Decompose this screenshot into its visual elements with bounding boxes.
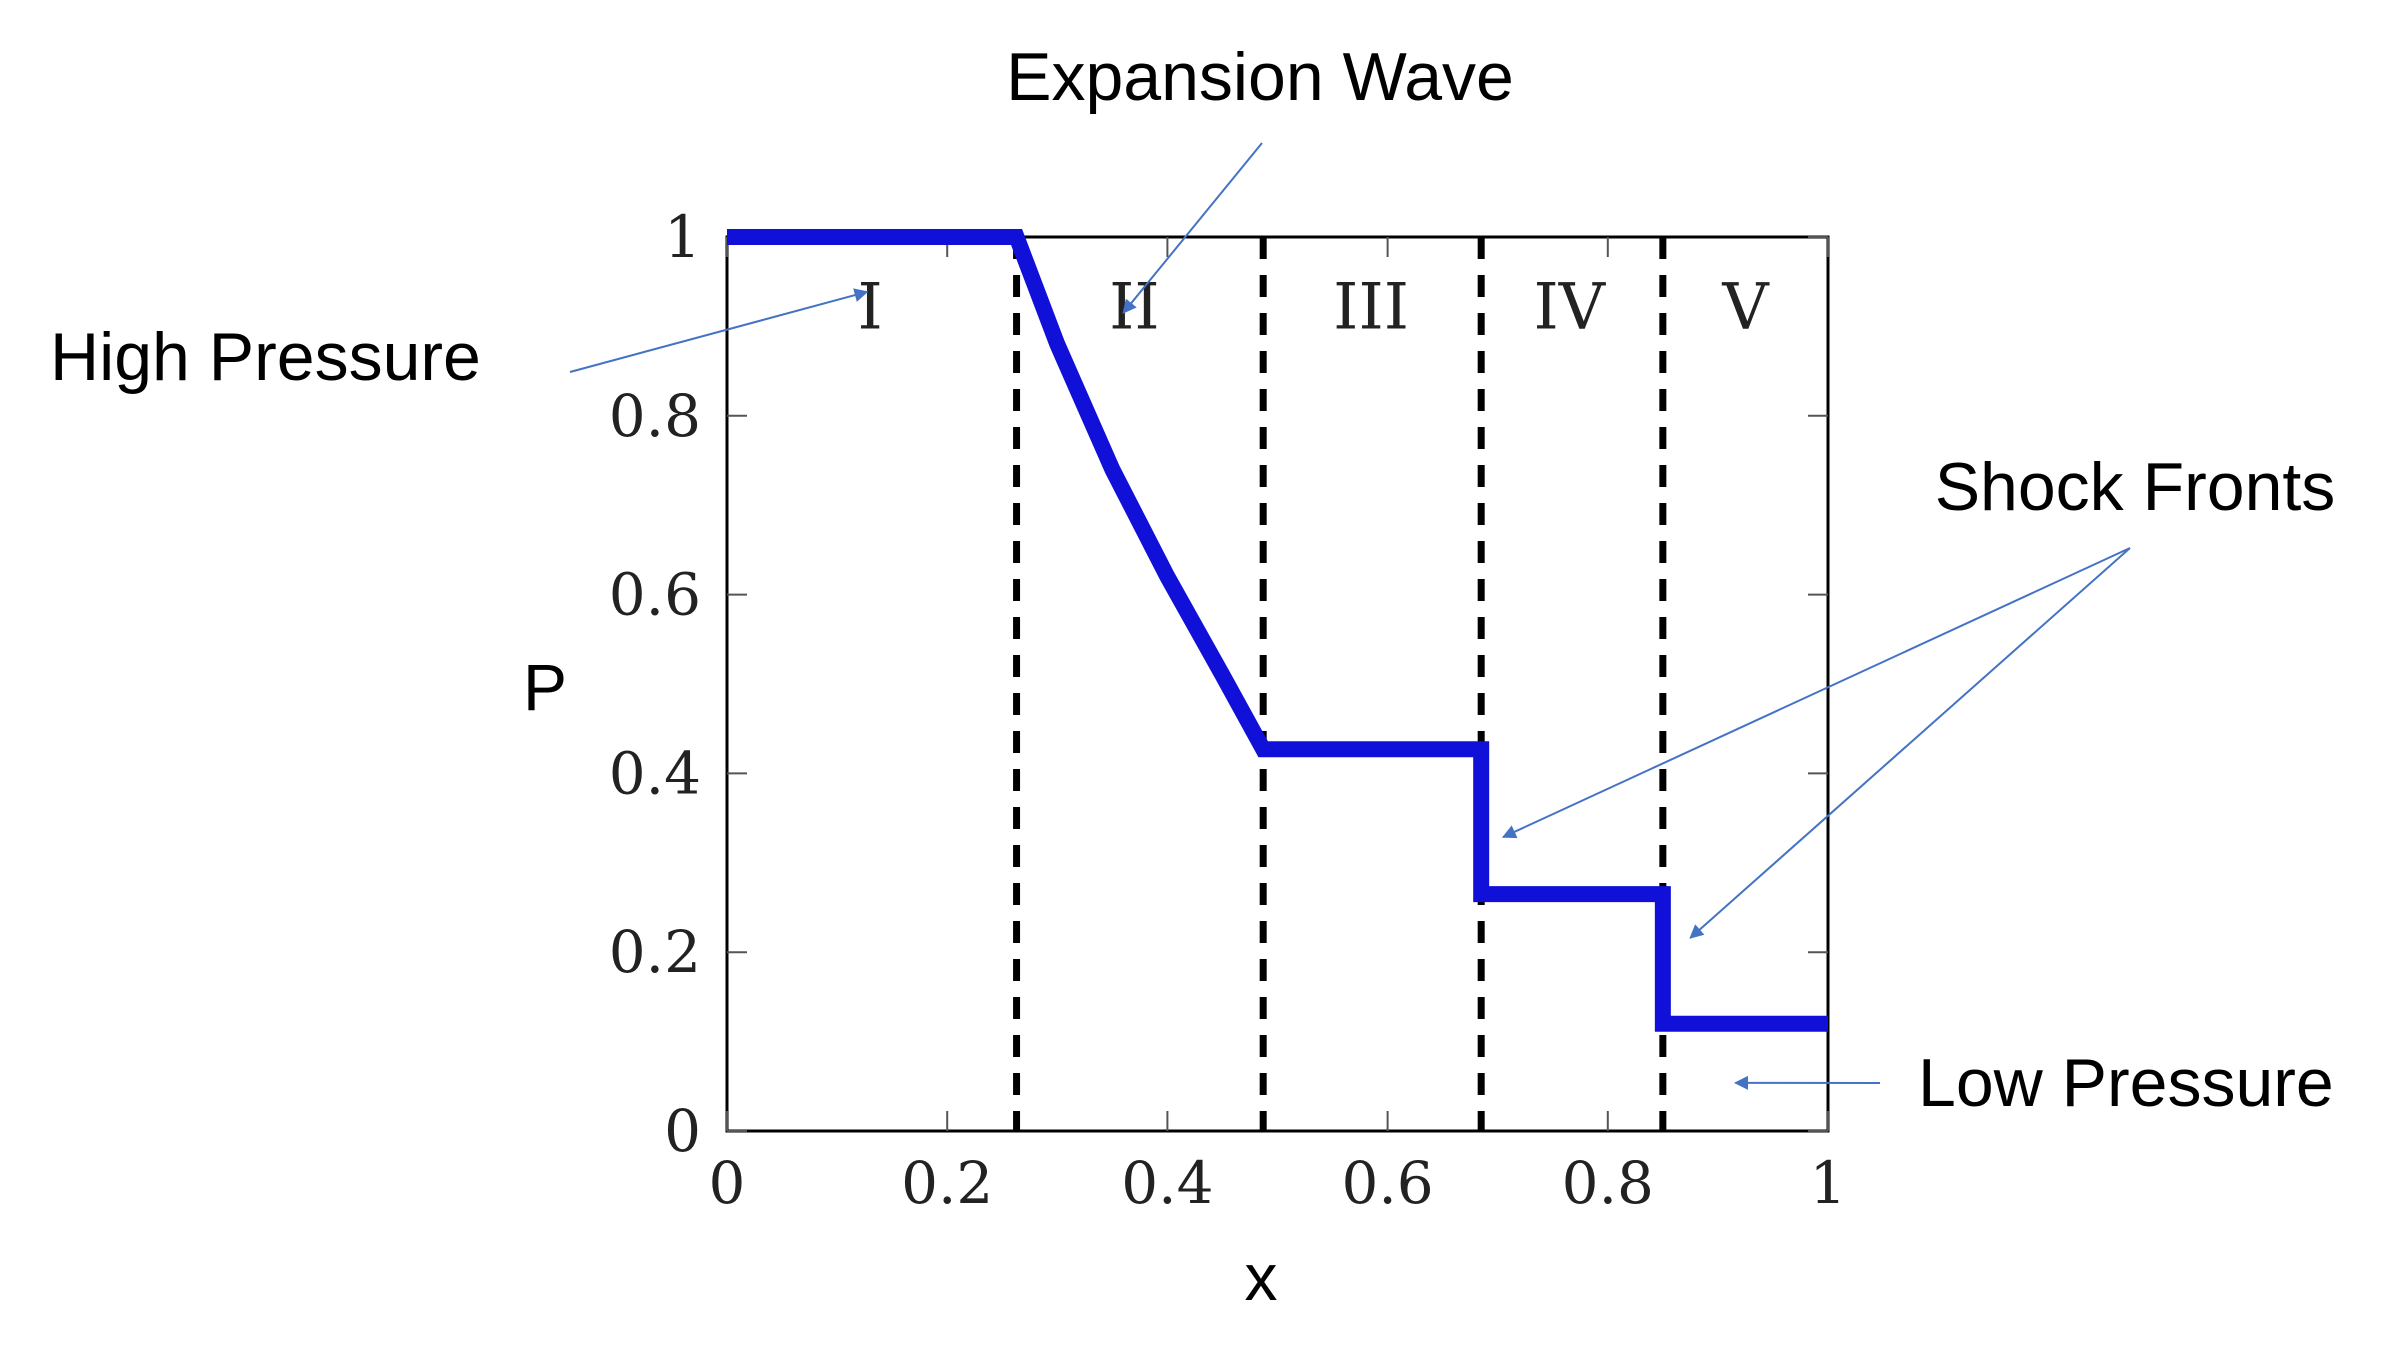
x-tick-label: 0.2 [901, 1149, 993, 1217]
shock-front-arrow-1 [1501, 547, 2131, 839]
y-tick-label: 0.4 [609, 739, 701, 807]
annotation-low-pressure: Low Pressure [1918, 1045, 2334, 1121]
x-tick-label: 0 [709, 1149, 746, 1217]
y-tick-label: 1 [664, 203, 701, 271]
x-tick-label: 0.8 [1562, 1149, 1654, 1217]
high-pressure-arrow [569, 288, 869, 373]
x-tick-label: 1 [1810, 1149, 1847, 1217]
annotations: Expansion Wave High Pressure Shock Fronts L… [50, 39, 2335, 1121]
y-tick-label: 0.2 [609, 918, 701, 986]
x-tick-label: 0.4 [1121, 1149, 1213, 1217]
pressure-curve [727, 229, 1828, 1032]
x-tick-label: 0.6 [1341, 1149, 1433, 1217]
y-tick-label: 0.6 [609, 561, 701, 629]
y-tick-label: 0.8 [609, 382, 701, 450]
annotation-high-pressure: High Pressure [50, 319, 481, 395]
region-label-V: V [1721, 271, 1770, 345]
plot-frame [725, 235, 1830, 1133]
expansion-wave-pointer [1122, 142, 1263, 314]
region-label-II: II [1109, 271, 1160, 345]
annotation-shock-fronts: Shock Fronts [1935, 449, 2336, 525]
y-tick-label: 0 [664, 1097, 701, 1165]
annotation-expansion-wave: Expansion Wave [1006, 39, 1514, 115]
x-axis-label: x [1244, 1240, 1277, 1314]
region-label-IV: IV [1534, 271, 1607, 345]
shock-front-arrow-2 [1689, 547, 2131, 939]
region-label-I: I [857, 271, 882, 345]
region-label-III: III [1333, 271, 1409, 345]
y-axis-label: P [523, 650, 567, 724]
